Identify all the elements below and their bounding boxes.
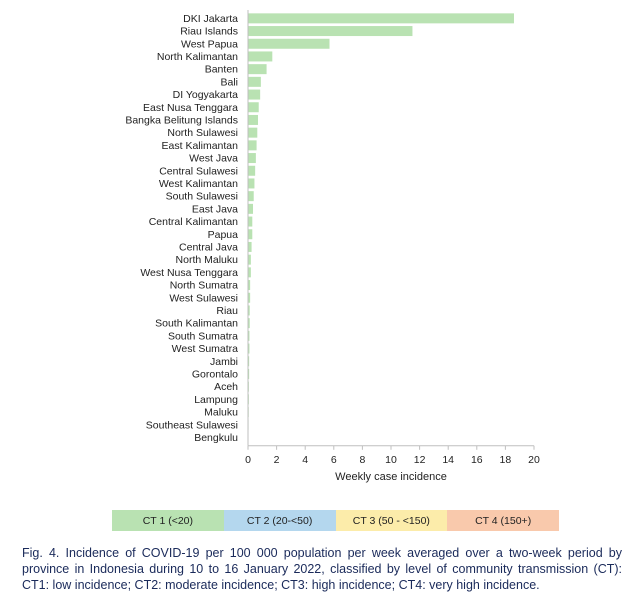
bar-24 xyxy=(248,318,250,329)
category-label-23: Riau xyxy=(216,305,238,317)
x-tick-labels: 0 2 4 6 8 10 12 14 16 18 20 xyxy=(245,445,540,466)
bar-9 xyxy=(248,127,258,138)
category-label-3: North Kalimantan xyxy=(157,51,238,63)
bar-6 xyxy=(248,89,261,100)
legend-item-2: CT 3 (50 - <150) xyxy=(335,510,448,531)
bar-13 xyxy=(248,178,255,189)
bar-27 xyxy=(248,356,250,367)
category-label-8: Bangka Belitung Islands xyxy=(125,114,238,126)
category-label-6: DI Yogyakarta xyxy=(173,89,239,101)
bar-7 xyxy=(248,102,259,113)
bar-16 xyxy=(248,216,253,227)
bar-5 xyxy=(248,76,261,87)
legend: CT 1 (<20) CT 2 (20-<50) CT 3 (50 - <150) C… xyxy=(112,510,559,531)
category-label-13: West Kalimantan xyxy=(159,178,238,190)
bar-28 xyxy=(248,368,250,379)
x-tick-label-0: 0 xyxy=(245,454,251,466)
bar-8 xyxy=(248,114,259,125)
category-label-5: Bali xyxy=(220,76,238,88)
category-label-7: East Nusa Tenggara xyxy=(143,102,238,114)
x-tick-label-9: 18 xyxy=(500,454,512,466)
bar-18 xyxy=(248,241,252,252)
category-label-32: Southeast Sulawesi xyxy=(146,419,238,431)
x-tick-label-7: 14 xyxy=(442,454,454,466)
bar-11 xyxy=(248,153,256,164)
x-tick-label-1: 2 xyxy=(274,454,280,466)
legend-item-1: CT 2 (20-<50) xyxy=(223,510,336,531)
bar-20 xyxy=(248,267,251,278)
x-tick-label-10: 20 xyxy=(528,454,540,466)
bar-1 xyxy=(248,26,413,37)
category-label-2: West Papua xyxy=(181,38,238,50)
category-label-21: North Sumatra xyxy=(170,280,238,292)
category-label-33: Bengkulu xyxy=(194,432,238,444)
bar-4 xyxy=(248,64,267,75)
bar-15 xyxy=(248,203,254,214)
category-label-19: North Maluku xyxy=(176,254,239,266)
category-label-17: Papua xyxy=(208,229,239,241)
bar-10 xyxy=(248,140,257,151)
category-label-18: Central Java xyxy=(179,241,238,253)
category-label-15: East Java xyxy=(192,203,238,215)
x-axis-label: Weekly case incidence xyxy=(335,471,447,483)
bar-26 xyxy=(248,343,250,354)
bars-group xyxy=(248,13,514,443)
x-tick-label-2: 4 xyxy=(302,454,308,466)
category-label-10: East Kalimantan xyxy=(162,140,239,152)
x-tick-label-5: 10 xyxy=(385,454,397,466)
category-label-31: Maluku xyxy=(204,407,238,419)
bar-22 xyxy=(248,292,251,303)
category-label-26: West Sumatra xyxy=(172,343,238,355)
category-label-1: Riau Islands xyxy=(180,26,238,38)
category-label-30: Lampung xyxy=(194,394,238,406)
category-label-22: West Sulawesi xyxy=(169,292,238,304)
category-label-24: South Kalimantan xyxy=(155,318,238,330)
category-label-16: Central Kalimantan xyxy=(149,216,238,228)
category-label-0: DKI Jakarta xyxy=(183,13,238,25)
category-label-28: Gorontalo xyxy=(192,368,238,380)
category-label-14: South Sulawesi xyxy=(166,191,238,203)
category-label-12: Central Sulawesi xyxy=(159,165,238,177)
bar-19 xyxy=(248,254,251,265)
legend-item-3: CT 4 (150+) xyxy=(447,510,559,531)
bar-25 xyxy=(248,330,250,341)
bar-17 xyxy=(248,229,253,240)
bar-23 xyxy=(248,305,250,316)
bar-12 xyxy=(248,165,256,176)
category-label-11: West Java xyxy=(189,153,238,165)
x-tick-label-8: 16 xyxy=(471,454,483,466)
bar-0 xyxy=(248,13,514,24)
category-label-4: Banten xyxy=(205,64,238,76)
bar-21 xyxy=(248,280,251,291)
category-label-25: South Sumatra xyxy=(168,330,238,342)
category-label-29: Aceh xyxy=(214,381,238,393)
x-tick-label-3: 6 xyxy=(331,454,337,466)
x-tick-label-6: 12 xyxy=(414,454,426,466)
x-tick-label-4: 8 xyxy=(359,454,365,466)
category-label-20: West Nusa Tenggara xyxy=(140,267,238,279)
category-label-9: North Sulawesi xyxy=(167,127,238,139)
figure-caption: Fig. 4. Incidence of COVID-19 per 100 00… xyxy=(22,546,622,592)
bar-14 xyxy=(248,191,254,202)
category-label-27: Jambi xyxy=(210,356,238,368)
bar-3 xyxy=(248,51,273,62)
bar-2 xyxy=(248,38,330,49)
legend-item-0: CT 1 (<20) xyxy=(112,510,224,531)
